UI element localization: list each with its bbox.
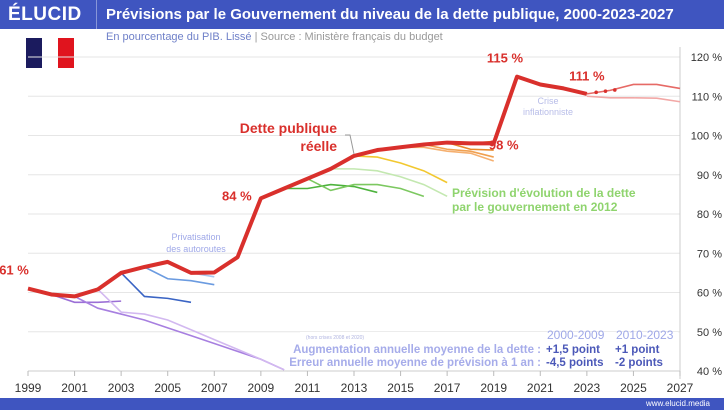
data-label: 111 %	[569, 68, 605, 83]
forecast-line-3	[120, 272, 192, 304]
stats-note: (hors crises 2008 et 2020)	[306, 335, 364, 341]
y-tick-label: 80 %	[697, 209, 722, 221]
header: ÉLUCID Prévisions par le Gouvernement du…	[0, 0, 724, 29]
x-tick-label: 2005	[154, 381, 181, 395]
forecast-dot	[594, 90, 598, 95]
y-tick-label: 60 %	[697, 288, 722, 300]
y-tick-label: 120 %	[691, 52, 722, 64]
stats-row-label: Augmentation annuelle moyenne de la dett…	[293, 344, 541, 356]
annotation-privatisation: des autoroutes	[166, 244, 226, 254]
forecast-line-14	[586, 83, 681, 95]
y-tick-label: 40 %	[697, 366, 722, 378]
stats-value: -4,5 points	[546, 357, 604, 369]
x-tick-label: 2021	[527, 381, 554, 395]
y-tick-label: 90 %	[697, 170, 722, 182]
x-tick-label: 2023	[574, 381, 601, 395]
unit-text: En pourcentage du PIB. Lissé	[106, 31, 252, 43]
forecast-line-15	[586, 95, 681, 103]
data-label: 98 %	[489, 137, 519, 152]
footer-url[interactable]: www.elucid.media	[645, 399, 710, 408]
forecast-line-8	[330, 168, 448, 198]
label-leader	[345, 134, 355, 155]
forecast-line-4	[144, 266, 215, 286]
actual-label: réelle	[300, 138, 337, 154]
data-label: 61 %	[0, 263, 29, 278]
x-tick-label: 2003	[108, 381, 135, 395]
forecast-label: Prévision d'évolution de la dette	[452, 186, 636, 200]
forecast-line-7	[307, 177, 425, 198]
data-label: 84 %	[222, 188, 252, 203]
stats-box	[300, 332, 678, 369]
source-text: Source : Ministère français du budget	[260, 31, 443, 43]
chart-title: Prévisions par le Gouvernement du niveau…	[106, 6, 674, 23]
forecast-label: par le gouvernement en 2012	[452, 200, 618, 214]
x-tick-label: 2007	[201, 381, 228, 395]
y-tick-label: 110 %	[692, 91, 723, 103]
forecast-dot	[613, 88, 617, 92]
annotation-privatisation: Privatisation	[171, 232, 220, 242]
annotation-crise: Crise	[537, 96, 558, 106]
x-tick-label: 2009	[248, 381, 275, 395]
forecast-line-6	[284, 183, 378, 194]
forecast-dot	[603, 89, 608, 93]
x-tick-label: 2025	[620, 381, 647, 395]
forecast-line-11	[423, 143, 494, 158]
forecast-line-9	[353, 155, 448, 184]
stats-value: -2 points	[615, 357, 663, 369]
y-tick-label: 70 %	[697, 248, 722, 260]
y-tick-label: 100 %	[691, 131, 722, 143]
x-tick-label: 2011	[295, 381, 321, 395]
subtitle: En pourcentage du PIB. Lissé | Source : …	[106, 31, 443, 43]
divider	[96, 0, 97, 29]
x-tick-label: 2015	[387, 381, 414, 395]
stats-column-header: 2000-2009	[547, 328, 605, 342]
x-tick-label: 2019	[480, 381, 507, 395]
x-tick-label: 2013	[341, 381, 368, 395]
forecast-line-2	[97, 288, 285, 371]
france-flag-icon	[26, 38, 74, 68]
stats-value: +1,5 point	[546, 344, 600, 356]
stats-value: +1 point	[615, 344, 660, 356]
separator: |	[251, 31, 261, 43]
stats-row-label: Erreur annuelle moyenne de prévision à 1…	[289, 357, 541, 369]
stats-column-header: 2010-2023	[616, 328, 674, 342]
x-tick-label: 2017	[434, 381, 461, 395]
forecast-line-1	[74, 295, 285, 371]
data-label: 115 %	[487, 51, 524, 66]
x-tick-label: 2027	[667, 381, 694, 395]
actual-label: Dette publique	[240, 120, 337, 136]
logo: ÉLUCID	[8, 4, 82, 25]
x-tick-label: 1999	[15, 381, 42, 395]
actual-debt-line	[27, 74, 588, 299]
y-tick-label: 50 %	[697, 327, 722, 339]
annotation-crise: inflationniste	[523, 107, 573, 117]
footer: www.elucid.media	[0, 398, 724, 410]
x-tick-label: 2001	[61, 381, 88, 395]
